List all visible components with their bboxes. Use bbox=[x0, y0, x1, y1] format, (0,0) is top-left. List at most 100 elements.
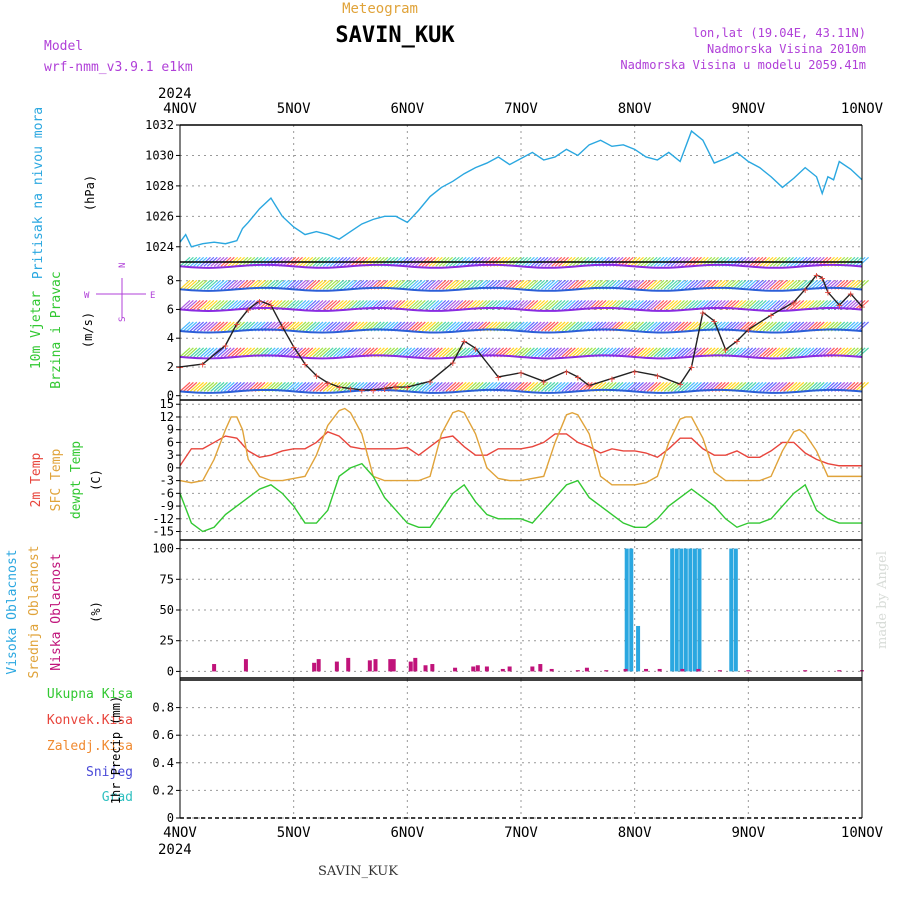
wind-barb bbox=[217, 279, 228, 290]
wind-barb bbox=[401, 321, 413, 332]
series-bar bbox=[604, 670, 609, 672]
wind-barb bbox=[288, 321, 300, 332]
wind-barb bbox=[455, 299, 467, 310]
wind-barb bbox=[513, 347, 525, 358]
y-tick-label: 0 bbox=[167, 811, 174, 825]
wind-speed-marker: + bbox=[790, 296, 797, 309]
wind-barb bbox=[762, 299, 774, 310]
wind-barb bbox=[667, 381, 679, 392]
wind-direction-line bbox=[179, 328, 863, 334]
wind-speed-marker: + bbox=[404, 381, 411, 394]
wind-barb bbox=[298, 347, 310, 358]
wind-barb bbox=[547, 279, 559, 290]
wind-barb bbox=[448, 321, 460, 332]
wind-barb bbox=[680, 299, 692, 310]
wind-barb bbox=[466, 381, 477, 392]
wind-barb bbox=[302, 347, 314, 358]
wind-barb bbox=[783, 381, 794, 392]
wind-barb bbox=[541, 381, 552, 392]
wind-barb bbox=[315, 347, 327, 358]
wind-barb bbox=[196, 279, 208, 290]
series-bar bbox=[391, 659, 396, 672]
wind-barb bbox=[762, 321, 774, 332]
wind-barb bbox=[636, 347, 648, 358]
wind-barb bbox=[418, 299, 430, 310]
wind-barb bbox=[421, 381, 433, 392]
series-line bbox=[179, 431, 862, 467]
series-bar bbox=[692, 548, 697, 672]
wind-barb bbox=[285, 321, 297, 332]
wind-barb bbox=[312, 347, 324, 358]
wind-speed-marker: + bbox=[540, 375, 547, 388]
wind-barb bbox=[193, 381, 205, 392]
wind-barb bbox=[646, 347, 658, 358]
wind-barb bbox=[445, 299, 457, 310]
wind-barb bbox=[793, 279, 805, 290]
wind-barb bbox=[636, 299, 648, 310]
wind-barb bbox=[537, 279, 549, 290]
wind-barb bbox=[346, 321, 358, 332]
wind-barb bbox=[796, 347, 808, 358]
series-bar bbox=[683, 548, 688, 672]
wind-barb bbox=[561, 347, 573, 358]
series-bar bbox=[413, 657, 418, 672]
wind-barb bbox=[223, 321, 235, 332]
series-bar bbox=[636, 625, 641, 672]
wind-barb bbox=[807, 299, 818, 310]
wind-barb bbox=[636, 381, 648, 392]
series-line bbox=[179, 462, 862, 533]
wind-barb bbox=[517, 381, 528, 392]
wind-barb bbox=[789, 279, 801, 290]
wind-barb bbox=[408, 381, 419, 392]
wind-barb bbox=[421, 279, 433, 290]
wind-barb bbox=[783, 279, 794, 290]
wind-barb bbox=[442, 299, 453, 310]
station-title: SAVIN_KUK bbox=[335, 23, 455, 48]
wind-barb bbox=[803, 299, 815, 310]
wind-barb bbox=[179, 321, 191, 332]
wind-barb bbox=[571, 279, 583, 290]
wind-barb bbox=[749, 381, 760, 392]
wind-barb bbox=[292, 321, 303, 332]
wind-barb bbox=[793, 321, 805, 332]
wind-barb bbox=[513, 299, 525, 310]
wind-barb bbox=[326, 299, 338, 310]
series-bar bbox=[475, 665, 480, 672]
wind-barb bbox=[448, 347, 460, 358]
wind-barb bbox=[663, 279, 675, 290]
wind-barb bbox=[749, 279, 760, 290]
series-bar bbox=[367, 660, 372, 672]
wind-barb bbox=[517, 299, 528, 310]
wind-barb bbox=[353, 347, 365, 358]
wind-barb bbox=[803, 381, 815, 392]
wind-barb bbox=[295, 347, 307, 358]
wind-barb bbox=[738, 299, 750, 310]
wind-barb bbox=[305, 381, 317, 392]
wind-barb bbox=[322, 321, 334, 332]
wind-barb bbox=[527, 347, 539, 358]
series-bar bbox=[584, 667, 589, 672]
wind-barb bbox=[452, 381, 464, 392]
wind-barb bbox=[442, 381, 453, 392]
wind-barb bbox=[660, 321, 672, 332]
wind-barb bbox=[213, 321, 225, 332]
wind-barb bbox=[544, 299, 556, 310]
wind-barb bbox=[779, 321, 791, 332]
wind-barb bbox=[520, 299, 532, 310]
wind-barb bbox=[217, 381, 228, 392]
wind-barb bbox=[667, 279, 679, 290]
wind-barb bbox=[858, 256, 869, 267]
wind-barb bbox=[564, 381, 576, 392]
wind-barb bbox=[643, 321, 655, 332]
wind-barb bbox=[691, 347, 702, 358]
series-bar bbox=[670, 548, 675, 672]
wind-barb bbox=[663, 347, 675, 358]
wind-barb bbox=[401, 299, 413, 310]
wind-barb bbox=[742, 381, 754, 392]
wind-barb bbox=[769, 299, 781, 310]
wind-barb bbox=[762, 381, 774, 392]
y-tick-label: 4 bbox=[167, 331, 174, 345]
wind-barb bbox=[227, 299, 239, 310]
wind-barb bbox=[530, 381, 542, 392]
